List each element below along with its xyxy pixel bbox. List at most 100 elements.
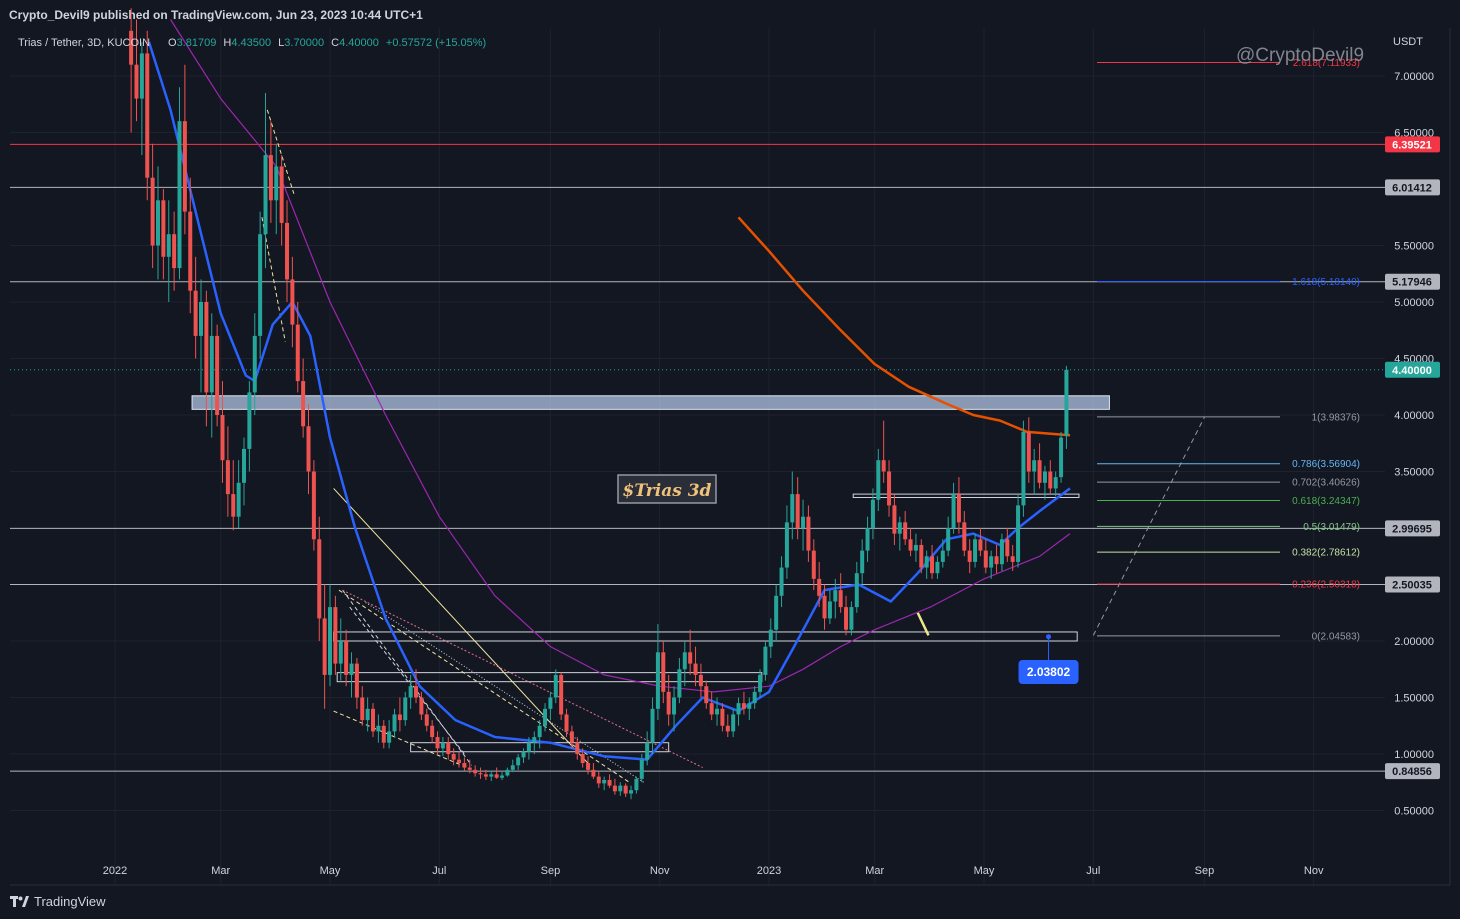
fib-levels: 2.618(7.11933) 1.618(5.18140) 1(3.98376) 0.… (1097, 58, 1360, 642)
candle-body (655, 652, 660, 709)
tradingview-logo-icon (10, 895, 29, 907)
candle-body (897, 522, 902, 534)
candle-body (268, 155, 273, 201)
candle-body (451, 754, 456, 760)
candle-body (263, 155, 268, 235)
candle-body (720, 708, 725, 726)
tradingview-logo[interactable]: TradingView (10, 894, 106, 909)
candle-body (618, 785, 623, 792)
price-label-text: 6.39521 (1392, 139, 1432, 151)
candle-body (225, 460, 230, 495)
symbol-title: Trias / Tether, 3D, KUCOIN (18, 37, 150, 49)
candle-body (526, 742, 531, 752)
candle-body (790, 494, 795, 523)
candle-body (274, 166, 279, 201)
price-tick-label: 0.50000 (1394, 806, 1434, 818)
candle-body (371, 708, 376, 732)
candle-body (483, 774, 488, 777)
candle-body (870, 499, 875, 528)
candle-body (908, 539, 913, 551)
candle-body (973, 539, 978, 562)
candle-body (548, 697, 553, 709)
candle-body (978, 539, 983, 551)
ma-orange-line (737, 216, 1071, 437)
price-label-bg (1385, 179, 1440, 196)
candle-body (199, 302, 204, 336)
candle-body (811, 550, 816, 579)
chart-header: Crypto_Devil9 published on TradingView.c… (0, 0, 1460, 28)
candle-body (639, 759, 644, 779)
callout-badge (1018, 660, 1079, 684)
candle-body (392, 714, 397, 732)
candle-body (688, 652, 693, 664)
candle-body (279, 166, 284, 223)
time-axis[interactable]: 2022 Mar May Jul Sep Nov 2023 Mar May Jul Sep Nov (103, 865, 1324, 877)
price-label-text: 2.50035 (1392, 579, 1432, 591)
candle-body (403, 697, 408, 721)
candle-body (822, 595, 827, 619)
candle-body (182, 121, 187, 212)
candle-body (317, 539, 322, 619)
callout-text: 2.03802 (1027, 665, 1071, 679)
candle-body (414, 686, 419, 698)
candle-body (440, 742, 445, 749)
candle-body (623, 785, 628, 794)
candle-body (559, 674, 564, 715)
candle-body (994, 556, 999, 565)
price-labels: 6.39521 6.01412 5.17946 4.40000 2.99695 2.500… (1385, 136, 1440, 780)
candle-body (881, 460, 886, 472)
time-tick-label: Nov (650, 865, 670, 877)
candle-body (387, 731, 392, 743)
candle-body (596, 776, 601, 784)
candle-body (677, 669, 682, 698)
candle-body (849, 607, 854, 630)
price-tick-label: 1.00000 (1394, 749, 1434, 761)
candle-body (666, 691, 671, 715)
candle-body (715, 708, 720, 715)
ema-blue-line (147, 41, 1071, 761)
price-label-bg (1385, 361, 1440, 378)
price-label-text: 2.99695 (1392, 523, 1432, 535)
price-label-text: 4.40000 (1392, 365, 1432, 377)
candle-body (408, 686, 413, 698)
candle-body (166, 234, 171, 257)
candle-body (999, 539, 1004, 565)
candle-body (376, 725, 381, 732)
trendline (333, 488, 591, 766)
price-label-text: 6.01412 (1392, 182, 1432, 194)
candle-body (989, 556, 994, 568)
candle-body (731, 714, 736, 732)
candle-body (887, 471, 892, 506)
time-tick-label: May (974, 865, 995, 877)
candle-body (698, 674, 703, 687)
candle-body (510, 765, 515, 770)
candle-body (338, 641, 343, 664)
candle-body (252, 335, 257, 393)
candle-body (435, 737, 440, 749)
zone-boxes (191, 395, 1110, 753)
candle-body (1005, 539, 1010, 557)
trendline (1092, 417, 1205, 636)
time-tick-label: 2022 (103, 865, 127, 877)
trendline (916, 612, 930, 636)
candle-body (827, 601, 832, 619)
candle-body (462, 763, 467, 768)
price-tick-label: 5.00000 (1394, 297, 1434, 309)
candle-body (1042, 471, 1047, 483)
candle-body (145, 53, 150, 178)
candle-body (736, 703, 741, 715)
time-tick-label: Jul (432, 865, 446, 877)
candle-body (913, 544, 918, 551)
candle-body (177, 121, 182, 269)
annotation-box: $Trias 3d (617, 474, 717, 504)
price-label-text: 0.84856 (1392, 766, 1432, 778)
candle-body (935, 561, 940, 574)
candle-body (817, 578, 822, 596)
candle-body (354, 663, 359, 698)
candle-body (752, 691, 757, 704)
fib-label: 0.5(3.01479) (1303, 522, 1360, 533)
candle-body (161, 200, 166, 257)
candle-body (747, 703, 752, 709)
candle-body (951, 494, 956, 528)
